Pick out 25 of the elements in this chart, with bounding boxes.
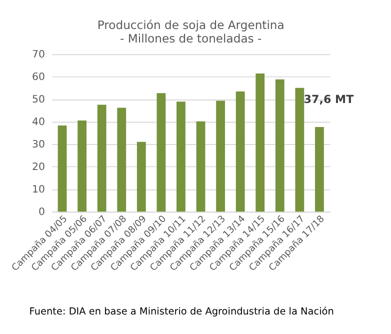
- chart-title: Producción de soja de Argentina - Millones de toneladas -: [97, 18, 284, 46]
- bar: [275, 79, 284, 212]
- y-tick-label: 60: [32, 72, 45, 83]
- y-tick-label: 10: [32, 184, 45, 196]
- y-tick-label: 40: [32, 116, 45, 128]
- y-tick-label: 30: [32, 139, 45, 150]
- bar: [216, 100, 225, 212]
- bar: [295, 88, 304, 212]
- bar: [58, 125, 67, 212]
- bar: [97, 104, 106, 212]
- bar: [176, 102, 186, 212]
- bar: [156, 93, 166, 212]
- y-tick-label: 20: [32, 162, 45, 173]
- y-tick-label: 70: [32, 49, 45, 60]
- bar: [78, 120, 87, 212]
- bar: [236, 92, 245, 212]
- bar: [256, 73, 265, 212]
- y-tick-label: 0: [38, 206, 45, 218]
- bar: [117, 108, 126, 212]
- bar: [136, 142, 146, 212]
- bar: [315, 127, 324, 212]
- source-note: Fuente: DIA en base a Ministerio de Agroindustria de la Nación: [29, 306, 334, 318]
- annotation: 37,6 MT: [304, 92, 354, 106]
- bar: [196, 121, 206, 212]
- y-tick-label: 50: [32, 94, 45, 106]
